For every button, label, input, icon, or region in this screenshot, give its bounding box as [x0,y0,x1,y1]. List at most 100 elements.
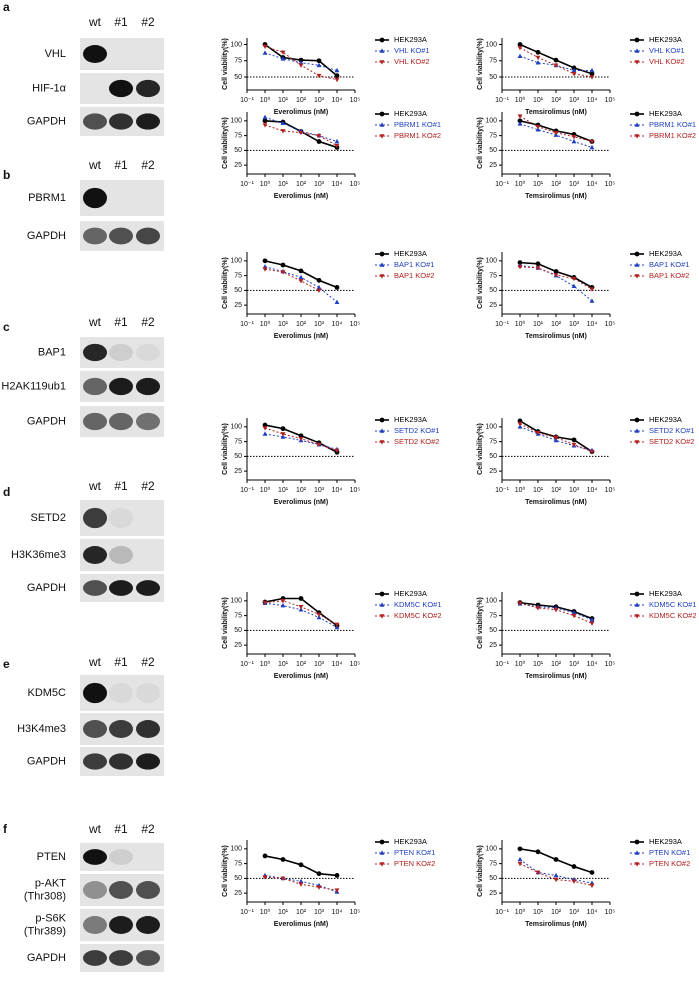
y-tick-label: 25 [234,890,242,897]
data-point [379,591,385,597]
y-tick-label: 50 [489,147,497,154]
blot-band [109,227,133,245]
x-tick-label: 10⁻¹ [240,181,254,188]
x-tick-label: 10⁻¹ [240,97,254,104]
data-point [316,612,322,618]
data-point [280,120,286,126]
data-point [571,276,577,282]
lane-label: #2 [141,15,155,29]
panel-letter: b [3,168,10,182]
blot-row-label: SETD2 [31,512,66,524]
blot-band [136,753,160,770]
data-point [334,143,340,149]
y-axis-label: Cell viability(%) [222,845,229,897]
legend-label: PTEN KO#2 [394,859,435,868]
data-point [316,62,322,68]
y-tick-label: 50 [489,875,497,882]
x-tick-label: 10⁴ [587,181,598,188]
x-tick-label: 10¹ [533,909,544,916]
data-point [634,37,640,43]
legend-label: BAP1 KO#1 [649,260,689,269]
legend-label: VHL KO#1 [649,46,685,55]
x-tick-label: 10⁴ [332,487,343,494]
x-axis-label: Everolimus (nM) [274,109,328,116]
data-point [379,602,385,607]
data-point [379,134,385,139]
x-tick-label: 10⁻¹ [495,181,509,188]
data-point [571,283,577,289]
data-point [280,857,286,862]
x-tick-label: 10⁰ [260,96,271,104]
x-tick-label: 10² [296,661,307,668]
data-point [334,448,340,454]
data-point [634,839,640,845]
y-tick-label: 50 [234,627,242,634]
data-point [571,67,577,73]
data-point [634,111,640,117]
data-point [571,613,577,619]
blot-row-label: PTEN [37,851,66,863]
data-point [262,50,268,55]
x-tick-label: 10⁴ [587,661,598,668]
x-tick-label: 10² [551,661,562,668]
data-point [262,44,268,50]
y-tick-label: 100 [230,118,242,125]
y-tick-label: 75 [489,58,497,65]
y-tick-label: 25 [234,302,242,309]
data-point [298,878,304,884]
data-point [298,268,304,274]
data-point [334,138,340,144]
x-tick-label: 10⁻¹ [495,97,509,104]
x-tick-label: 10¹ [278,487,289,494]
data-point [571,71,577,77]
data-point [316,442,322,448]
data-point [634,262,640,267]
data-point [262,426,268,431]
data-point [535,606,541,611]
blot-band [109,849,133,865]
y-tick-label: 25 [489,302,497,309]
series-line [264,116,338,142]
data-point [553,607,559,613]
data-point [571,610,577,615]
x-tick-label: 10⁵ [350,909,361,916]
x-tick-label: 10¹ [278,321,289,328]
x-tick-label: 10³ [569,487,580,494]
blot-band [83,753,107,770]
blot-band [136,412,160,431]
blot-row-label: (Thr389) [24,925,66,937]
x-tick-label: 10¹ [533,181,544,188]
x-tick-label: 10¹ [278,909,289,916]
data-point [316,284,322,290]
x-tick-label: 10³ [569,97,580,104]
data-point [262,431,268,436]
data-point [553,877,559,883]
y-tick-label: 50 [234,74,242,81]
x-axis-label: Temsirolimus (nM) [525,499,587,506]
data-point [517,53,523,58]
x-tick-label: 10⁰ [515,486,526,494]
lane-label: #2 [141,479,155,493]
blot-band [136,227,160,245]
lane-label: #1 [114,158,128,172]
lane-label: wt [88,822,102,836]
legend-label: PBRM1 KO#1 [394,120,441,129]
data-point [571,138,577,144]
x-tick-label: 10⁵ [605,487,616,494]
x-tick-label: 10¹ [278,661,289,668]
blot-band [109,343,133,362]
blot-row-label: GAPDH [27,582,66,594]
legend-label: HEK293A [394,415,427,424]
data-point [517,45,523,51]
y-tick-label: 75 [234,860,242,867]
data-point [535,430,541,436]
data-point [280,270,286,275]
x-tick-label: 10⁰ [260,660,271,668]
data-point [379,274,385,279]
blot-band [83,377,107,396]
x-tick-label: 10³ [314,661,325,668]
legend-label: PTEN KO#1 [649,848,690,857]
blot-band [83,580,107,596]
legend-label: SETD2 KO#1 [394,426,439,435]
